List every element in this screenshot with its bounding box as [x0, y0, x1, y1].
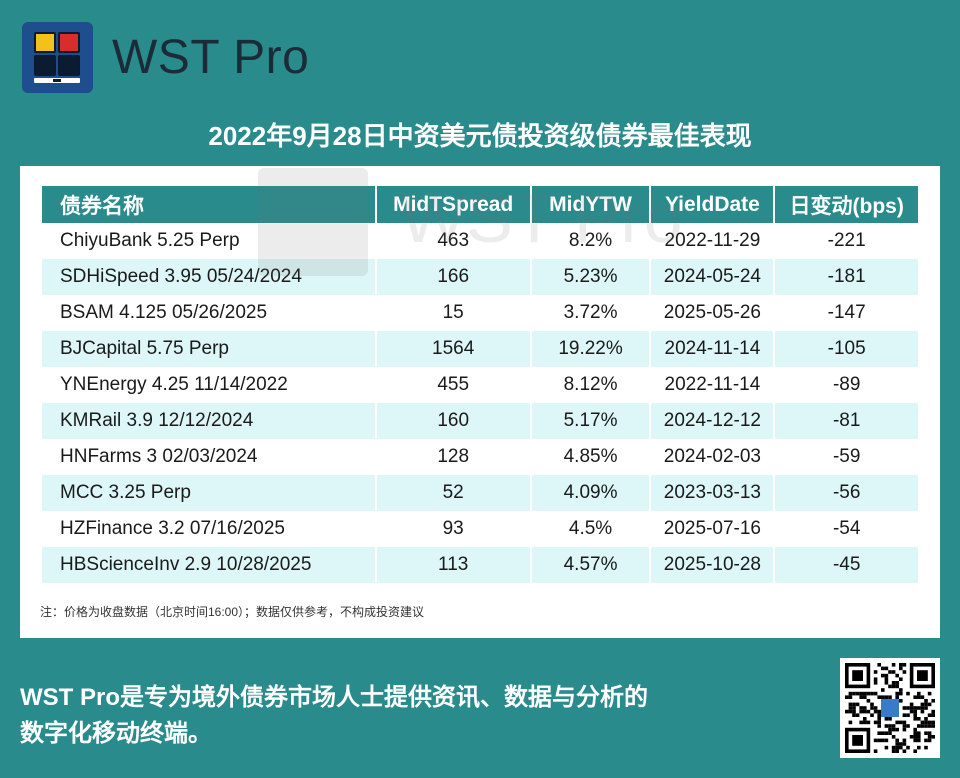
- brand-name: WST Pro: [112, 31, 310, 84]
- cell-bond-name: BSAM 4.125 05/26/2025: [60, 302, 268, 323]
- header-midtspread: MidTSpread: [376, 186, 530, 223]
- cell-yielddate: 2025-05-26: [663, 302, 761, 323]
- cell-yielddate: 2024-02-03: [663, 446, 761, 467]
- table-row: SDHiSpeed 3.95 05/24/2024 166 5.23% 2024-05…: [42, 259, 918, 295]
- footer-text: WST Pro是专为境外债券市场人士提供资讯、数据与分析的 数字化移动终端。: [20, 680, 800, 752]
- cell-midytw: 5.23%: [531, 259, 650, 295]
- table-row: MCC 3.25 Perp 52 4.09% 2023-03-13 -56: [42, 475, 918, 511]
- cell-daily-change: -45: [775, 547, 918, 583]
- wst-logo-icon: [22, 22, 93, 93]
- cell-midtspread: 463: [437, 230, 470, 251]
- cell-daily-change: -89: [832, 374, 861, 395]
- cell-midtspread: 128: [437, 446, 470, 467]
- table-row: BJCapital 5.75 Perp 1564 19.22% 2024-11-14-…: [42, 331, 918, 367]
- cell-daily-change: -56: [775, 475, 918, 511]
- cell-midtspread: 1564: [376, 331, 530, 367]
- table-header-row: 债券名称 MidTSpread MidYTW YieldDate 日变动(bps…: [42, 186, 918, 223]
- header-midytw: MidYTW: [531, 186, 650, 223]
- cell-daily-change: -81: [775, 403, 918, 439]
- cell-bond-name: YNEnergy 4.25 11/14/2022: [60, 374, 288, 395]
- table-row: YNEnergy 4.25 11/14/2022 455 8.12% 2022-11-…: [42, 367, 918, 403]
- cell-daily-change: -54: [832, 518, 861, 539]
- cell-daily-change: -181: [775, 259, 918, 295]
- cell-yielddate: 2023-03-13: [651, 475, 774, 511]
- cell-yielddate: 2024-12-12: [651, 403, 774, 439]
- cell-yielddate: 2024-05-24: [651, 259, 774, 295]
- cell-yielddate: 2024-11-14: [651, 331, 774, 367]
- cell-midytw: 4.57%: [531, 547, 650, 583]
- cell-midytw: 8.12%: [563, 374, 618, 395]
- table-row: ChiyuBank 5.25 Perp 463 8.2% 2022-11-29 -221: [42, 223, 918, 259]
- cell-bond-name: ChiyuBank 5.25 Perp: [60, 230, 240, 251]
- cell-midytw: 5.17%: [531, 403, 650, 439]
- cell-daily-change: -59: [832, 446, 861, 467]
- cell-midtspread: 166: [376, 259, 530, 295]
- table-panel: 债券名称 MidTSpread MidYTW YieldDate 日变动(bps…: [20, 166, 940, 638]
- cell-bond-name: MCC 3.25 Perp: [42, 475, 375, 511]
- cell-bond-name: BJCapital 5.75 Perp: [42, 331, 375, 367]
- cell-daily-change: -105: [775, 331, 918, 367]
- cell-yielddate: 2022-11-29: [664, 230, 761, 251]
- table-row: KMRail 3.9 12/12/2024 160 5.17% 2024-12-12-…: [42, 403, 918, 439]
- header-yielddate: YieldDate: [651, 186, 774, 223]
- cell-bond-name: SDHiSpeed 3.95 05/24/2024: [42, 259, 375, 295]
- cell-midtspread: 455: [437, 374, 470, 395]
- cell-midtspread: 52: [376, 475, 530, 511]
- header-daily-change: 日变动(bps): [775, 186, 918, 223]
- cell-yielddate: 2025-07-16: [663, 518, 761, 539]
- bond-table: 债券名称 MidTSpread MidYTW YieldDate 日变动(bps…: [40, 186, 920, 583]
- cell-midtspread: 93: [442, 518, 464, 539]
- cell-bond-name: HNFarms 3 02/03/2024: [60, 446, 258, 467]
- disclaimer-note: 注：价格为收盘数据（北京时间16:00）；数据仅供参考，不构成投资建议: [40, 605, 425, 619]
- cell-yielddate: 2022-11-14: [664, 374, 761, 395]
- cell-midytw: 4.09%: [531, 475, 650, 511]
- cell-bond-name: HBScienceInv 2.9 10/28/2025: [42, 547, 375, 583]
- cell-midytw: 19.22%: [531, 331, 650, 367]
- cell-midtspread: 15: [442, 302, 464, 323]
- cell-midtspread: 160: [376, 403, 530, 439]
- table-row: HNFarms 3 02/03/2024 128 4.85% 2024-02-03 -5…: [42, 439, 918, 475]
- footer-line-2: 数字化移动终端。: [20, 720, 212, 747]
- table-row: BSAM 4.125 05/26/2025 15 3.72% 2025-05-26 -1…: [42, 295, 918, 331]
- cell-yielddate: 2025-10-28: [651, 547, 774, 583]
- qr-code-icon: [840, 658, 940, 758]
- header-bond-name: 债券名称: [42, 186, 375, 223]
- cell-midytw: 4.5%: [568, 518, 613, 539]
- table-row: HBScienceInv 2.9 10/28/2025 113 4.57% 2025-…: [42, 547, 918, 583]
- table-row: HZFinance 3.2 07/16/2025 93 4.5% 2025-07-16…: [42, 511, 918, 547]
- cell-midtspread: 113: [376, 547, 530, 583]
- page-title: 2022年9月28日中资美元债投资级债券最佳表现: [208, 121, 752, 151]
- cell-bond-name: KMRail 3.9 12/12/2024: [42, 403, 375, 439]
- cell-midytw: 3.72%: [563, 302, 618, 323]
- cell-daily-change: -221: [827, 230, 866, 251]
- cell-midytw: 8.2%: [568, 230, 613, 251]
- footer-line-1: WST Pro是专为境外债券市场人士提供资讯、数据与分析的: [20, 684, 648, 711]
- cell-midytw: 4.85%: [563, 446, 618, 467]
- cell-daily-change: -147: [827, 302, 866, 323]
- cell-bond-name: HZFinance 3.2 07/16/2025: [60, 518, 285, 539]
